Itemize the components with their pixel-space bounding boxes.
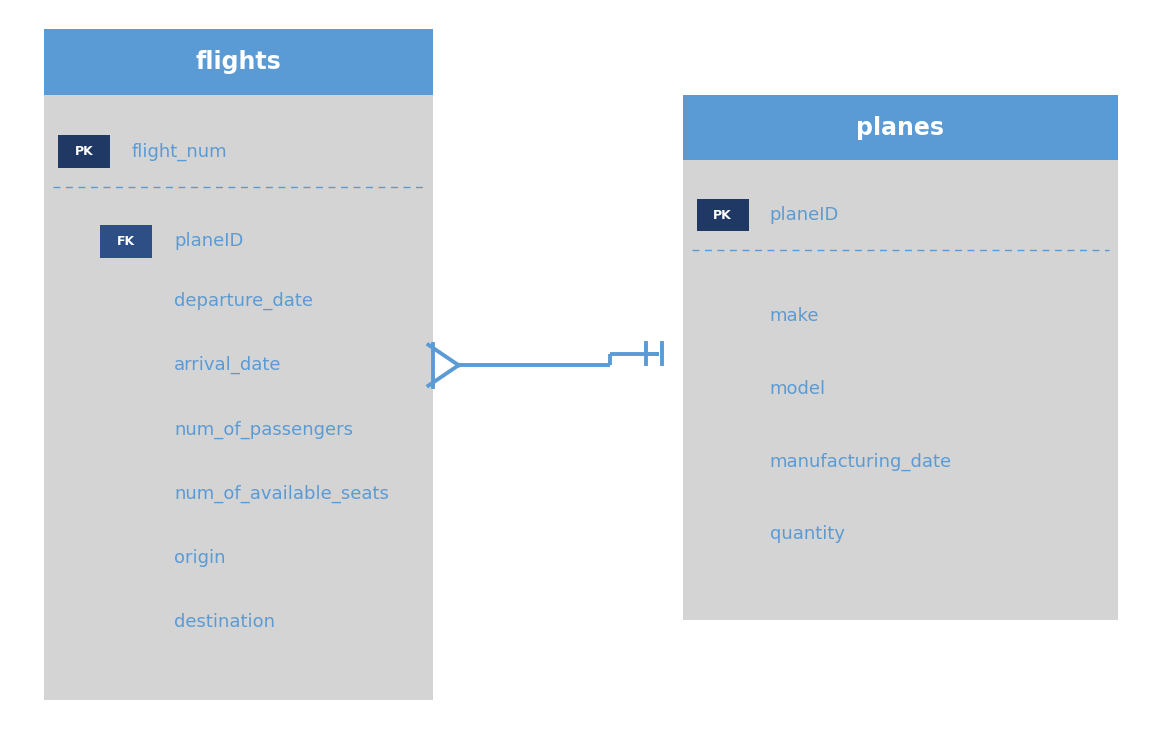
Text: planeID: planeID — [174, 233, 244, 250]
Text: destination: destination — [174, 613, 275, 631]
Text: departure_date: departure_date — [174, 292, 313, 311]
FancyBboxPatch shape — [44, 29, 433, 700]
Text: arrival_date: arrival_date — [174, 356, 282, 375]
Text: planeID: planeID — [770, 206, 839, 224]
FancyBboxPatch shape — [100, 225, 152, 257]
Text: PK: PK — [74, 145, 94, 158]
FancyBboxPatch shape — [44, 29, 433, 95]
Text: FK: FK — [117, 235, 135, 248]
FancyBboxPatch shape — [58, 135, 110, 168]
FancyBboxPatch shape — [683, 95, 1118, 620]
Text: model: model — [770, 380, 825, 397]
Text: quantity: quantity — [770, 526, 845, 543]
FancyBboxPatch shape — [697, 198, 749, 231]
FancyBboxPatch shape — [683, 95, 1118, 160]
Text: make: make — [770, 307, 820, 324]
Text: planes: planes — [857, 116, 944, 139]
Text: num_of_available_seats: num_of_available_seats — [174, 484, 389, 503]
Text: PK: PK — [713, 208, 733, 222]
Text: num_of_passengers: num_of_passengers — [174, 420, 353, 439]
Text: origin: origin — [174, 549, 225, 566]
Text: flights: flights — [196, 50, 281, 74]
Text: manufacturing_date: manufacturing_date — [770, 452, 952, 471]
Text: flight_num: flight_num — [131, 142, 226, 161]
